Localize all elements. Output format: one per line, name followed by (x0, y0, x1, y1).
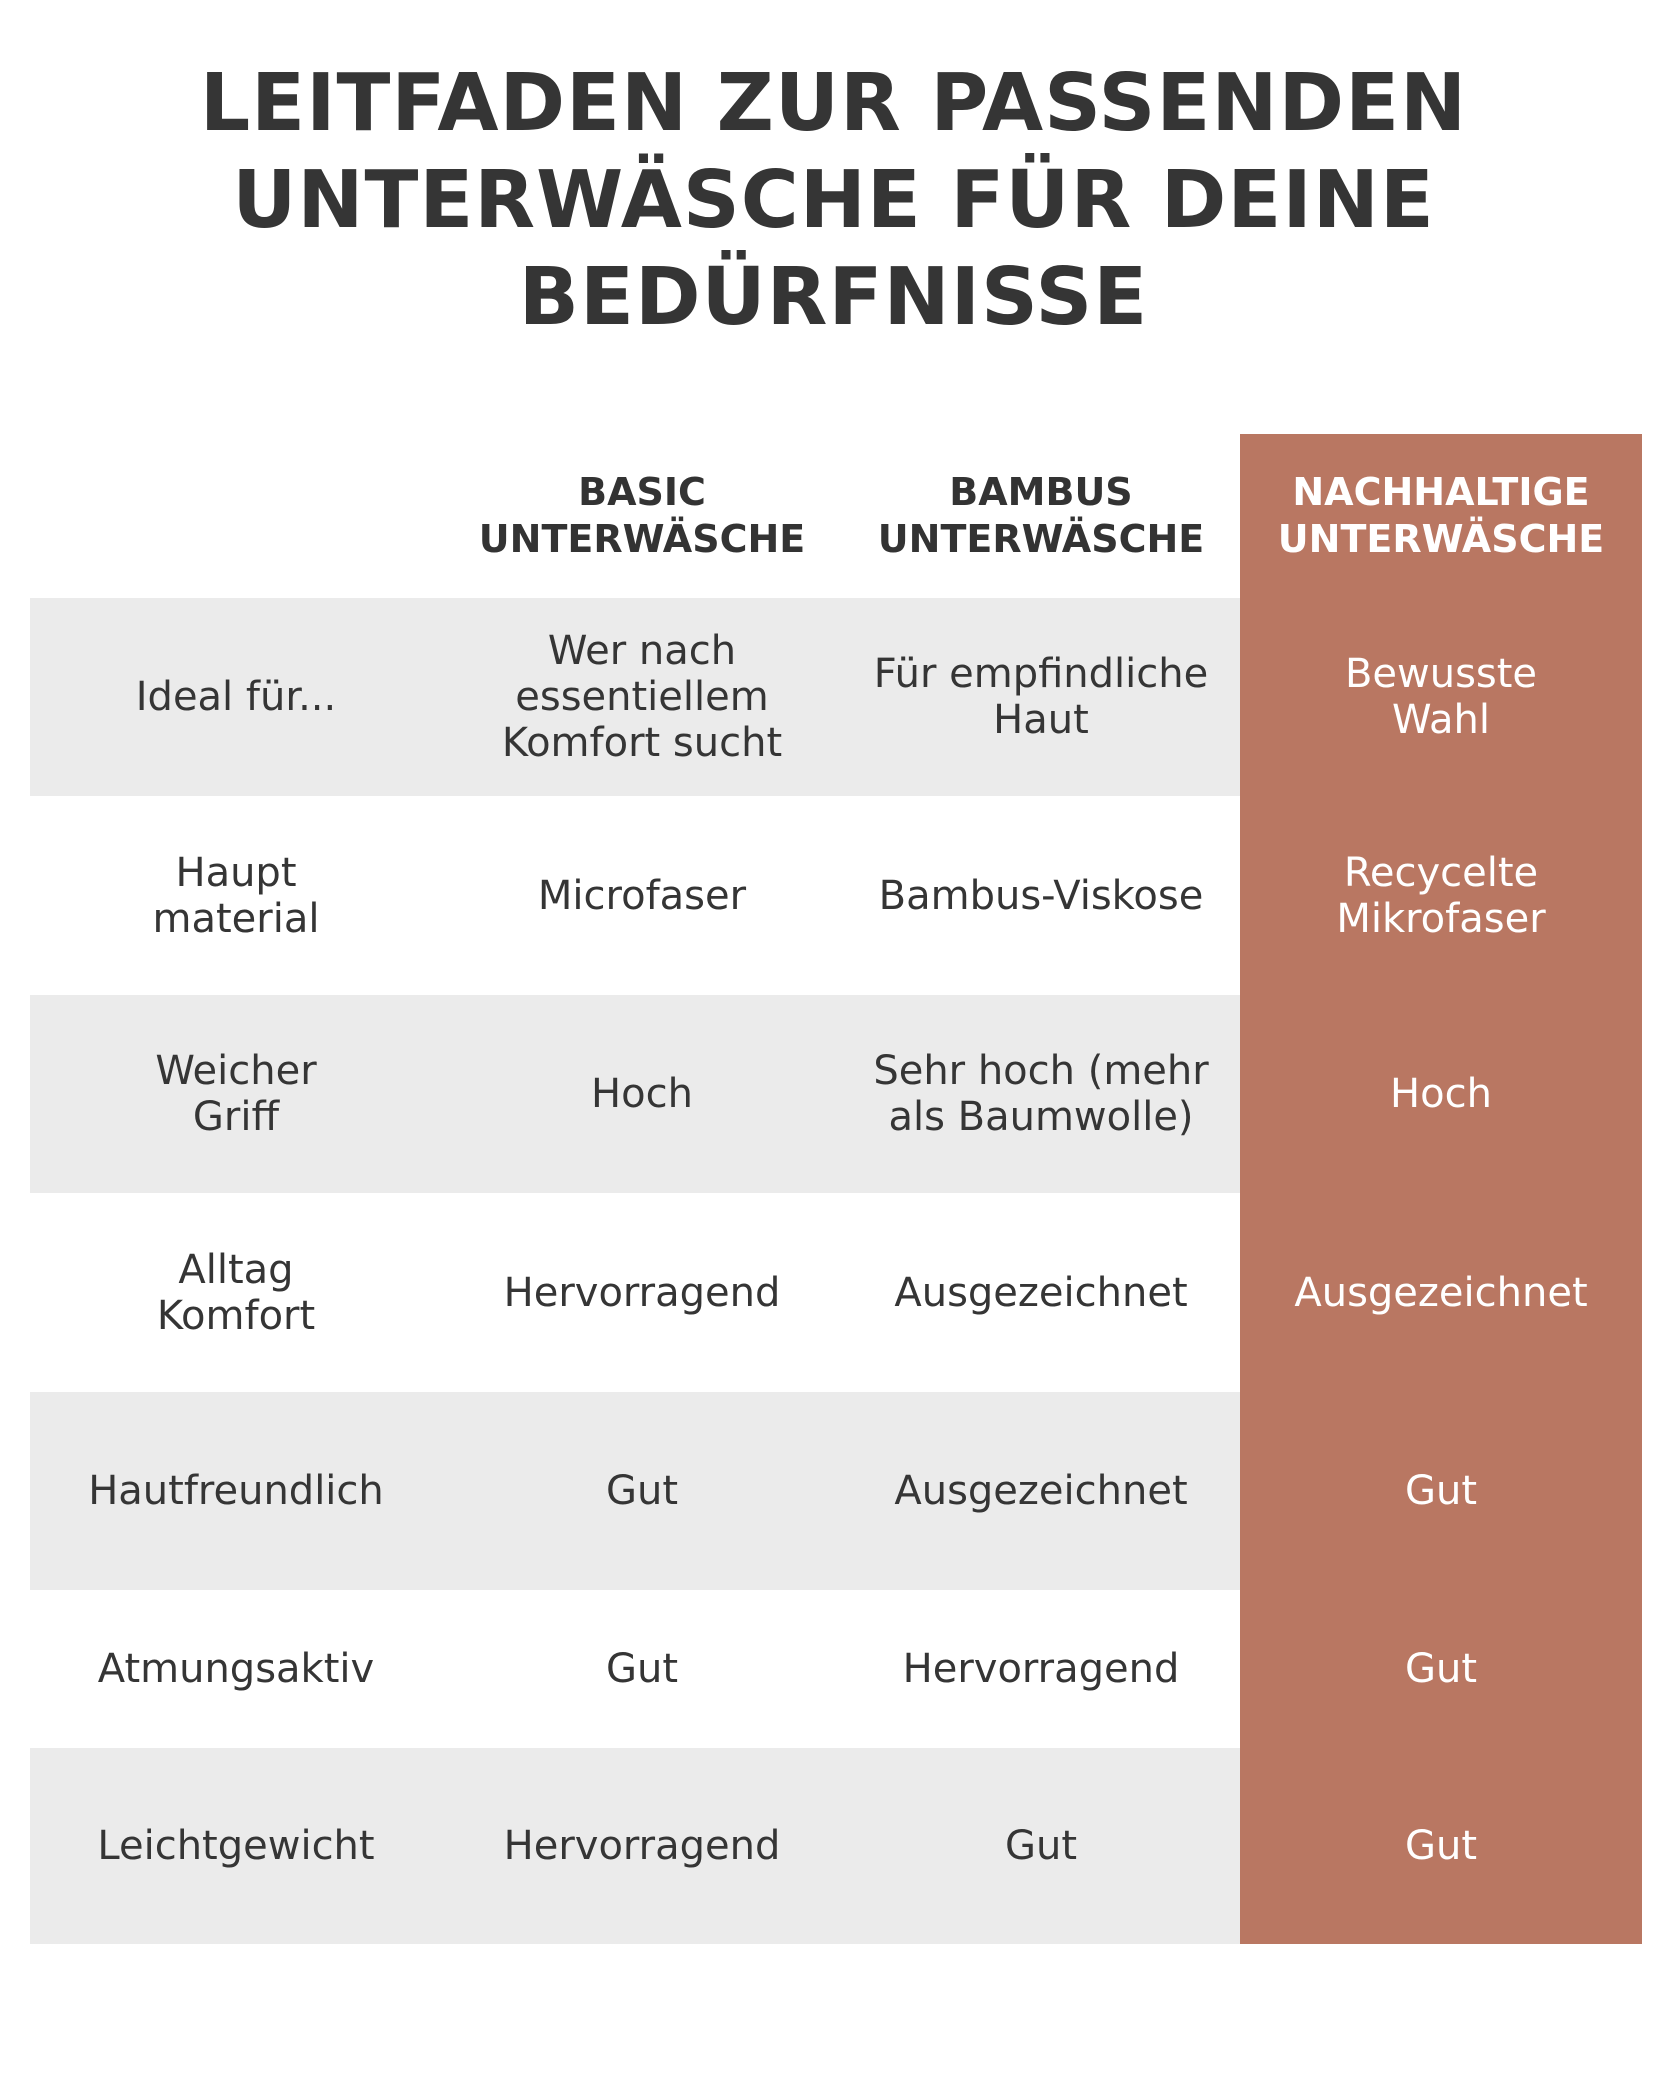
basic-value: Microfaser (537, 872, 747, 919)
nachhaltig-value: Bewusste Wahl (1344, 651, 1538, 743)
nachhaltig-value: Hoch (1390, 1071, 1492, 1117)
table-row: Weicher Griff Hoch Sehr hoch (mehr als B… (30, 995, 1642, 1193)
page-title-line-1: LEITFADEN ZUR PASSENDEN (199, 57, 1468, 149)
header-cell-basic: BASIC UNTERWÄSCHE (442, 434, 842, 598)
basic-value: Wer nach essentiellem Komfort sucht (501, 628, 783, 766)
basic-cell: Microfaser (442, 796, 842, 995)
basic-cell: Hervorragend (442, 1193, 842, 1392)
row-label: Weicher Griff (155, 1048, 317, 1140)
row-label-cell: Weicher Griff (30, 995, 442, 1193)
basic-cell: Gut (442, 1590, 842, 1748)
row-label-cell: Leichtgewicht (30, 1748, 442, 1944)
nachhaltig-value: Gut (1404, 1823, 1478, 1869)
bambus-value: Sehr hoch (mehr als Baumwolle) (873, 1048, 1209, 1140)
nachhaltig-value: Gut (1404, 1468, 1478, 1514)
table-row: Alltag Komfort Hervorragend Ausgezeichne… (30, 1193, 1642, 1392)
basic-value: Hervorragend (503, 1823, 781, 1869)
basic-value: Hoch (591, 1071, 693, 1117)
header-cell-bambus: BAMBUS UNTERWÄSCHE (842, 434, 1240, 598)
page-title-line-2: UNTERWÄSCHE FÜR DEINE (232, 154, 1435, 246)
nachhaltig-value: Recycelte Mikrofaser (1336, 849, 1546, 942)
nachhaltig-value: Gut (1404, 1646, 1478, 1692)
nachhaltig-cell: Gut (1240, 1590, 1642, 1748)
nachhaltig-cell: Ausgezeichnet (1240, 1193, 1642, 1392)
nachhaltig-cell: Bewusste Wahl (1240, 598, 1642, 796)
row-label-cell: Alltag Komfort (30, 1193, 442, 1392)
header-label-basic: BASIC UNTERWÄSCHE (478, 470, 806, 561)
bambus-value: Für empfindliche Haut (873, 651, 1209, 743)
table-header-row: BASIC UNTERWÄSCHE BAMBUS UNTERWÄSCHE NAC… (30, 434, 1642, 598)
row-label-cell: Hautfreundlich (30, 1392, 442, 1590)
bambus-cell: Gut (842, 1748, 1240, 1944)
basic-cell: Gut (442, 1392, 842, 1590)
bambus-cell: Ausgezeichnet (842, 1193, 1240, 1392)
header-label-bambus: BAMBUS UNTERWÄSCHE (877, 470, 1205, 561)
bambus-value: Bambus-Viskose (878, 872, 1204, 919)
header-cell-empty (30, 434, 442, 598)
bambus-cell: Sehr hoch (mehr als Baumwolle) (842, 995, 1240, 1193)
comparison-table: BASIC UNTERWÄSCHE BAMBUS UNTERWÄSCHE NAC… (30, 434, 1642, 1944)
page-title-line-3: BEDÜRFNISSE (518, 251, 1149, 343)
nachhaltig-cell: Recycelte Mikrofaser (1240, 796, 1642, 995)
bambus-cell: Ausgezeichnet (842, 1392, 1240, 1590)
nachhaltig-cell: Gut (1240, 1748, 1642, 1944)
table-row: Hautfreundlich Gut Ausgezeichnet Gut (30, 1392, 1642, 1590)
highlight-column-background (1240, 434, 1642, 1944)
row-label: Ideal für... (135, 674, 337, 720)
table-row: Atmungsaktiv Gut Hervorragend Gut (30, 1590, 1642, 1748)
bambus-cell: Für empfindliche Haut (842, 598, 1240, 796)
row-label: Hautfreundlich (88, 1468, 384, 1514)
header-cell-nachhaltig: NACHHALTIGE UNTERWÄSCHE (1240, 434, 1642, 598)
row-label-cell: Ideal für... (30, 598, 442, 796)
basic-value: Gut (605, 1646, 679, 1692)
row-label-cell: Atmungsaktiv (30, 1590, 442, 1748)
page-title: LEITFADEN ZUR PASSENDEN UNTERWÄSCHE FÜR … (0, 55, 1667, 346)
basic-cell: Hervorragend (442, 1748, 842, 1944)
row-label: Leichtgewicht (97, 1823, 375, 1869)
bambus-value: Ausgezeichnet (894, 1468, 1188, 1514)
bambus-value: Gut (1004, 1823, 1078, 1869)
basic-cell: Hoch (442, 995, 842, 1193)
basic-value: Gut (605, 1468, 679, 1514)
nachhaltig-cell: Hoch (1240, 995, 1642, 1193)
nachhaltig-value: Ausgezeichnet (1294, 1269, 1588, 1316)
row-label: Alltag Komfort (156, 1246, 316, 1339)
table-row: Ideal für... Wer nach essentiellem Komfo… (30, 598, 1642, 796)
row-label-cell: Haupt material (30, 796, 442, 995)
basic-value: Hervorragend (503, 1269, 781, 1316)
nachhaltig-cell: Gut (1240, 1392, 1642, 1590)
header-label-nachhaltig: NACHHALTIGE UNTERWÄSCHE (1277, 470, 1605, 561)
bambus-value: Hervorragend (902, 1646, 1180, 1692)
basic-cell: Wer nach essentiellem Komfort sucht (442, 598, 842, 796)
row-label: Atmungsaktiv (97, 1646, 375, 1692)
row-label: Haupt material (152, 849, 320, 942)
bambus-value: Ausgezeichnet (894, 1269, 1188, 1316)
table-row: Leichtgewicht Hervorragend Gut Gut (30, 1748, 1642, 1944)
bambus-cell: Bambus-Viskose (842, 796, 1240, 995)
bambus-cell: Hervorragend (842, 1590, 1240, 1748)
table-row: Haupt material Microfaser Bambus-Viskose… (30, 796, 1642, 995)
